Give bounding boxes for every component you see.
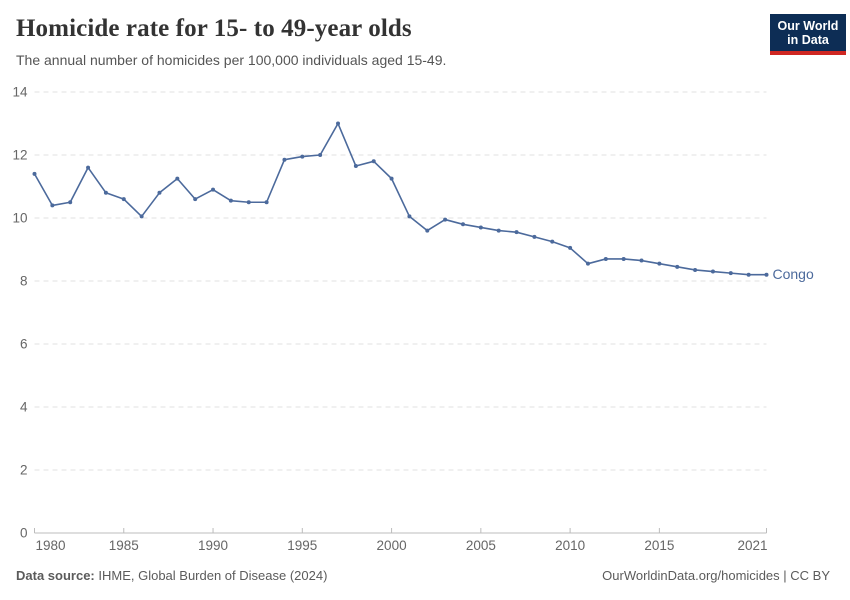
data-point-2014[interactable] (639, 258, 644, 263)
data-point-1991[interactable] (228, 198, 233, 203)
data-point-2015[interactable] (657, 261, 662, 266)
credit-link[interactable]: OurWorldinData.org/homicides | CC BY (602, 568, 830, 583)
data-point-2009[interactable] (550, 239, 555, 244)
data-point-2005[interactable] (478, 225, 483, 230)
chart-footer: Data source: IHME, Global Burden of Dise… (16, 568, 830, 584)
data-point-1983[interactable] (86, 165, 91, 170)
data-point-2019[interactable] (728, 271, 733, 276)
chart-subtitle: The annual number of homicides per 100,0… (16, 51, 447, 68)
data-point-2010[interactable] (568, 245, 573, 250)
x-axis-tick-label: 2005 (466, 538, 496, 553)
chart-header: Homicide rate for 15- to 49-year olds Th… (16, 15, 740, 69)
data-point-1996[interactable] (318, 153, 323, 157)
data-point-1986[interactable] (139, 214, 144, 219)
owid-logo-line1: Our World (777, 19, 839, 33)
data-point-1990[interactable] (211, 187, 216, 192)
owid-logo[interactable]: Our World in Data (770, 14, 846, 55)
data-point-1994[interactable] (282, 157, 287, 162)
data-point-1984[interactable] (103, 190, 108, 195)
data-source-label: Data source: (16, 568, 95, 583)
x-axis-tick-label: 2021 (737, 538, 767, 553)
data-point-1999[interactable] (371, 159, 376, 164)
data-point-1981[interactable] (50, 203, 55, 208)
line-series-congo[interactable] (33, 122, 768, 276)
data-source-note: Data source: IHME, Global Burden of Dise… (16, 568, 327, 584)
y-axis-tick-label: 2 (20, 463, 28, 478)
y-axis-tick-label: 0 (20, 526, 28, 541)
data-point-2004[interactable] (460, 222, 465, 227)
data-point-2017[interactable] (693, 267, 698, 272)
data-point-2003[interactable] (443, 217, 448, 222)
data-point-1992[interactable] (246, 200, 251, 205)
data-point-2018[interactable] (710, 269, 715, 274)
x-axis-tick-label: 1980 (36, 538, 66, 553)
data-point-2000[interactable] (389, 176, 394, 181)
data-point-2016[interactable] (675, 264, 680, 269)
y-axis-tick-label: 12 (12, 148, 27, 163)
y-axis-tick-label: 10 (12, 211, 27, 226)
x-axis-tick-label: 1985 (109, 538, 139, 553)
chart-title: Homicide rate for 15- to 49-year olds (16, 15, 412, 42)
data-point-2001[interactable] (407, 214, 412, 219)
data-point-2006[interactable] (496, 228, 501, 233)
data-point-2012[interactable] (603, 256, 608, 261)
data-point-2007[interactable] (514, 230, 519, 235)
data-point-1982[interactable] (68, 200, 73, 205)
series-label-congo[interactable]: Congo (773, 266, 814, 282)
data-point-1985[interactable] (121, 197, 126, 202)
data-point-2008[interactable] (532, 234, 537, 239)
data-point-2011[interactable] (585, 261, 590, 266)
data-point-1995[interactable] (300, 154, 305, 159)
x-axis-tick-label: 1990 (198, 538, 228, 553)
data-point-1988[interactable] (175, 176, 180, 181)
data-point-2002[interactable] (425, 228, 430, 233)
data-point-1998[interactable] (353, 164, 358, 169)
data-point-1987[interactable] (157, 190, 162, 195)
x-axis-tick-label: 2000 (377, 538, 407, 553)
data-point-1997[interactable] (336, 121, 341, 126)
data-point-1989[interactable] (193, 197, 198, 202)
data-point-2021[interactable] (764, 272, 769, 277)
owid-logo-line2: in Data (787, 33, 829, 47)
data-point-2020[interactable] (746, 272, 751, 277)
data-source-text: IHME, Global Burden of Disease (2024) (94, 568, 328, 583)
x-axis-tick-label: 2010 (555, 538, 585, 553)
y-axis-tick-label: 14 (12, 85, 28, 100)
y-axis-tick-label: 8 (20, 274, 28, 289)
y-axis-tick-label: 6 (20, 337, 28, 352)
data-point-1993[interactable] (264, 200, 269, 205)
y-axis-tick-label: 4 (20, 400, 28, 415)
data-point-2013[interactable] (621, 256, 626, 261)
x-axis-tick-label: 1995 (287, 538, 317, 553)
data-point-1980[interactable] (32, 171, 37, 176)
x-axis-tick-label: 2015 (644, 538, 674, 553)
